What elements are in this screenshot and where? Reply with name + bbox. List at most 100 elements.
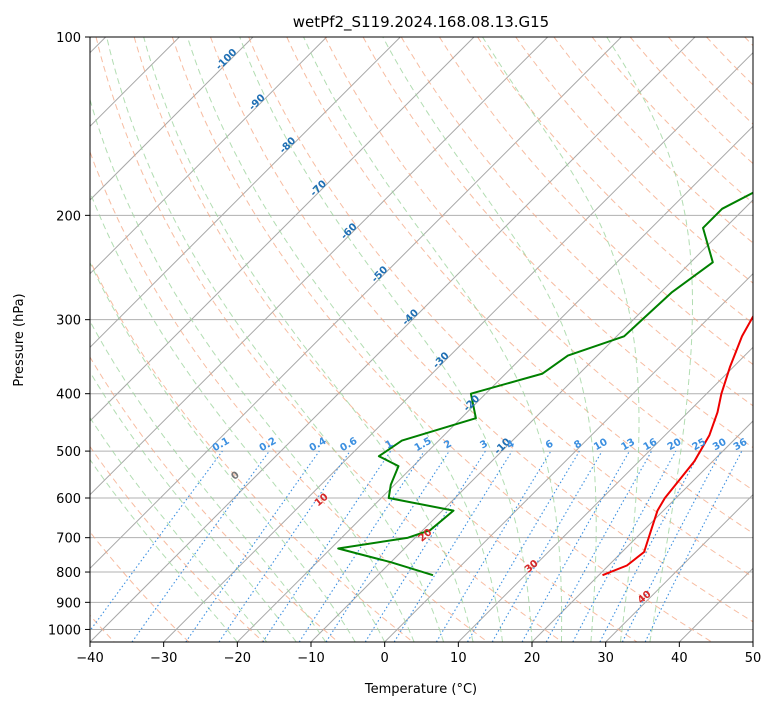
isotherm-label: -40 <box>400 307 421 328</box>
x-axis-label: Temperature (°C) <box>364 682 477 697</box>
moist-adiabat-line <box>90 261 356 642</box>
moist-adiabat-line <box>303 37 563 642</box>
y-tick-label: 700 <box>56 532 81 547</box>
profile-series <box>337 191 753 577</box>
dry-adiabat-line <box>90 531 190 642</box>
x-tick-label: 10 <box>450 651 467 666</box>
dry-adiabat-line <box>95 37 563 642</box>
dry-adiabat-line <box>171 37 712 642</box>
isotherm-label: -100 <box>214 47 240 73</box>
isotherm-line <box>457 346 753 642</box>
isotherm-line <box>90 37 549 496</box>
isopleth-lines <box>90 37 753 642</box>
isotherm-label: -20 <box>462 393 483 414</box>
moist-adiabat-line <box>90 190 386 642</box>
mixing-ratio-label: 6 <box>544 438 556 451</box>
dry-adiabat-line <box>591 37 753 204</box>
isotherm-line <box>90 37 254 201</box>
mixing-ratio-label: 3 <box>478 438 490 451</box>
mixing-ratio-line <box>131 450 270 642</box>
isotherm-line <box>90 37 475 422</box>
dry-adiabat-line <box>90 150 488 642</box>
x-tick-label: 30 <box>597 651 614 666</box>
isotherm-line <box>90 37 696 642</box>
dry-adiabat-line <box>210 37 753 623</box>
isotherm-line <box>605 493 753 642</box>
dry-adiabat-line <box>286 37 753 534</box>
dry-adiabat-line <box>744 37 753 47</box>
mixing-ratio-line <box>298 450 425 642</box>
dry-adiabat-line <box>248 37 753 578</box>
dry-adiabat-line <box>553 37 753 244</box>
mixing-ratio-line <box>521 450 630 642</box>
isotherm-line <box>310 199 753 642</box>
x-tick-label: 40 <box>671 651 688 666</box>
mixing-ratio-line <box>572 450 677 642</box>
dry-adiabat-line <box>90 445 264 642</box>
dry-adiabat-line <box>90 356 339 642</box>
y-tick-label: 500 <box>56 445 81 460</box>
mixing-ratio-line <box>545 450 653 642</box>
mixing-ratio-line <box>467 450 580 642</box>
dry-adiabat-line <box>133 37 638 642</box>
dry-adiabat-line <box>90 259 414 642</box>
isotherm-line <box>90 37 622 570</box>
chart-title: wetPf2_S119.2024.168.08.13.G15 <box>293 13 549 32</box>
isotherm-line <box>384 272 753 642</box>
mixing-ratio-line <box>644 450 743 642</box>
isotherm-label: -90 <box>247 92 268 113</box>
x-tick-label: −10 <box>297 651 324 666</box>
mixing-ratio-line <box>185 450 320 642</box>
moist-adiabat-line <box>90 371 297 642</box>
moist-adiabat-line <box>90 320 327 642</box>
isotherm-label: -50 <box>370 264 391 285</box>
mixing-ratio-line <box>393 450 513 642</box>
isotherm-line <box>531 420 753 642</box>
moist-adiabat-line <box>239 37 533 642</box>
mixing-ratio-line <box>364 450 486 642</box>
isotherm-line <box>163 51 753 642</box>
mixing-ratio-label: 4 <box>505 438 517 451</box>
mixing-ratio-line <box>325 450 450 642</box>
temperature-line <box>602 314 753 577</box>
x-tick-label: 50 <box>745 651 762 666</box>
x-tick-label: 0 <box>381 651 389 666</box>
moist-adiabat-line <box>90 458 238 642</box>
isotherm-label: -30 <box>431 350 452 371</box>
mixing-ratio-line <box>599 450 701 642</box>
isotherm-line <box>678 567 753 642</box>
moist-adiabat-line <box>143 37 474 642</box>
y-tick-label: 200 <box>56 209 81 224</box>
dry-adiabat-line <box>324 37 753 491</box>
dry-adiabat-label: 40 <box>636 589 654 606</box>
y-tick-label: 600 <box>56 492 81 507</box>
isopleth-labels: -100-90-80-70-60-50-40-30-20-100.1 0.2 0.4… <box>211 47 750 606</box>
y-tick-label: 900 <box>56 596 81 611</box>
dry-adiabat-line <box>438 37 753 366</box>
dry-adiabat-line <box>400 37 753 407</box>
isotherm-line <box>752 641 753 642</box>
mixing-ratio-line <box>262 450 392 642</box>
moist-adiabat-line <box>382 37 597 642</box>
y-tick-label: 800 <box>56 566 81 581</box>
isotherm-line <box>90 37 401 349</box>
y-tick-label: 100 <box>56 31 81 46</box>
moist-adiabat-line <box>90 416 268 642</box>
isotherm-label: -60 <box>339 221 360 242</box>
x-tick-label: 20 <box>524 651 541 666</box>
moist-adiabat-line <box>106 37 445 642</box>
y-tick-label: 1000 <box>48 623 81 638</box>
mixing-ratio-line <box>218 450 351 642</box>
y-axis-label: Pressure (hPa) <box>12 293 27 386</box>
mixing-ratio-label: 8 <box>572 438 584 451</box>
x-tick-label: −40 <box>76 651 103 666</box>
x-tick-label: −20 <box>224 651 251 666</box>
x-axis-ticks: −40 −30 −20 −10 0 10 20 30 40 50 <box>76 642 761 666</box>
moist-adiabat-line <box>482 37 640 642</box>
plot-frame <box>89 36 754 643</box>
mixing-ratio-line <box>90 450 223 632</box>
y-tick-label: 300 <box>56 314 81 329</box>
mixing-ratio-label: 1 <box>384 438 396 451</box>
isotherm-line <box>90 37 328 275</box>
